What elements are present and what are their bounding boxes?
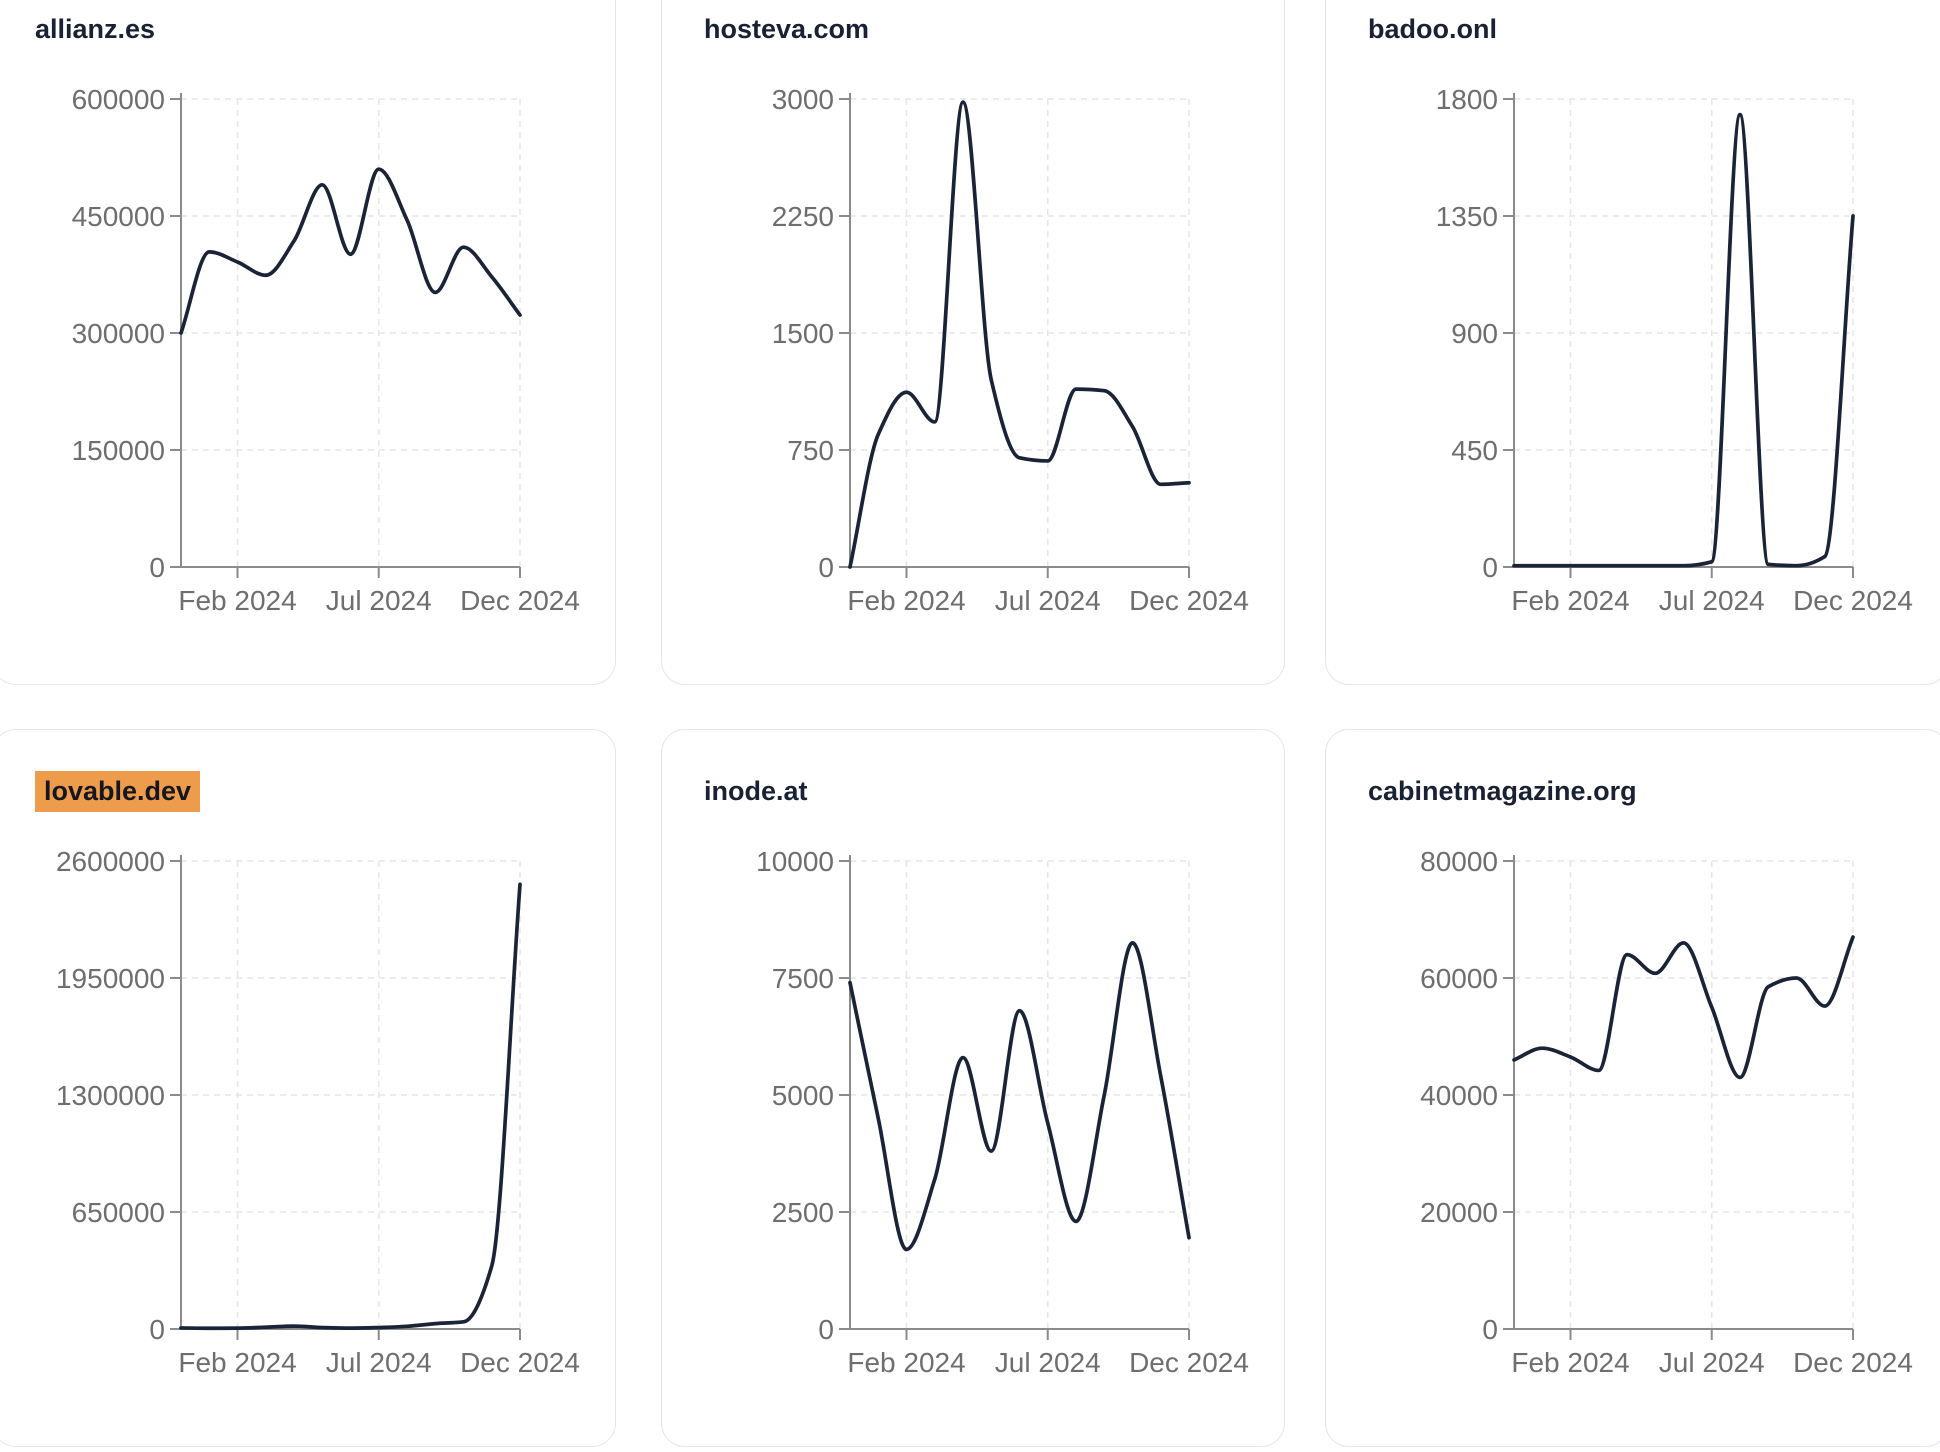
domain-title-text: hosteva.com xyxy=(704,14,870,44)
y-tick-label: 0 xyxy=(149,1314,165,1345)
x-tick-label: Jul 2024 xyxy=(995,585,1101,616)
y-tick-label: 0 xyxy=(149,552,165,583)
y-tick-label: 1500 xyxy=(772,318,834,349)
domain-card-badoo-onl[interactable]: badoo.onl 0 450 900 1350 1800 Feb 2024 Jul 202… xyxy=(1325,0,1940,685)
x-tick-label: Feb 2024 xyxy=(1511,585,1629,616)
x-tick-label: Jul 2024 xyxy=(1659,1347,1765,1378)
series-line xyxy=(848,941,1191,1252)
traffic-chart: 0 20000 40000 60000 80000 Feb 2024 Jul 2024 Dec… xyxy=(1420,846,1913,1378)
series-line xyxy=(179,882,522,1331)
traffic-chart: 0 150000 300000 450000 600000 Feb 2024 Jul 202… xyxy=(72,84,580,616)
y-tick-label: 40000 xyxy=(1420,1080,1498,1111)
y-tick-label: 3000 xyxy=(772,84,834,115)
y-tick-label: 0 xyxy=(1482,1314,1498,1345)
y-tick-label: 650000 xyxy=(72,1197,165,1228)
x-tick-label: Jul 2024 xyxy=(995,1347,1101,1378)
domain-title-text: cabinetmagazine.org xyxy=(1368,776,1637,806)
x-tick-label: Dec 2024 xyxy=(1793,1347,1913,1378)
domain-card-inode-at[interactable]: inode.at 0 2500 5000 7500 10000 Feb 2024 Jul 2… xyxy=(661,729,1285,1447)
x-tick-label: Dec 2024 xyxy=(1793,585,1913,616)
domain-title: badoo.onl xyxy=(1368,13,1497,45)
y-tick-label: 150000 xyxy=(72,435,165,466)
y-tick-label: 1800 xyxy=(1436,84,1498,115)
x-tick-label: Dec 2024 xyxy=(460,585,580,616)
y-tick-label: 0 xyxy=(818,1314,834,1345)
y-tick-label: 450 xyxy=(1451,435,1498,466)
x-tick-label: Dec 2024 xyxy=(460,1347,580,1378)
x-tick-label: Jul 2024 xyxy=(326,585,432,616)
y-tick-label: 1300000 xyxy=(56,1080,165,1111)
y-tick-label: 0 xyxy=(1482,552,1498,583)
y-tick-label: 900 xyxy=(1451,318,1498,349)
traffic-chart: 0 450 900 1350 1800 Feb 2024 Jul 2024 Dec 2024 xyxy=(1436,84,1913,616)
x-tick-label: Jul 2024 xyxy=(1659,585,1765,616)
y-tick-label: 600000 xyxy=(72,84,165,115)
y-tick-label: 20000 xyxy=(1420,1197,1498,1228)
x-tick-label: Feb 2024 xyxy=(847,585,965,616)
x-tick-label: Dec 2024 xyxy=(1129,585,1249,616)
x-tick-label: Dec 2024 xyxy=(1129,1347,1249,1378)
x-tick-label: Feb 2024 xyxy=(178,1347,296,1378)
y-tick-label: 0 xyxy=(818,552,834,583)
series-line xyxy=(1512,935,1855,1080)
y-tick-label: 450000 xyxy=(72,201,165,232)
y-tick-label: 750 xyxy=(787,435,834,466)
domain-card-cabinetmagazine-org[interactable]: cabinetmagazine.org 0 20000 40000 60000 8000… xyxy=(1325,729,1940,1447)
x-tick-label: Feb 2024 xyxy=(1511,1347,1629,1378)
y-tick-label: 80000 xyxy=(1420,846,1498,877)
y-tick-label: 2600000 xyxy=(56,846,165,877)
domain-title: allianz.es xyxy=(35,13,155,45)
y-tick-label: 2250 xyxy=(772,201,834,232)
domain-title: hosteva.com xyxy=(704,13,869,45)
x-tick-label: Feb 2024 xyxy=(847,1347,965,1378)
traffic-chart: 0 750 1500 2250 3000 Feb 2024 Jul 2024 Dec 2024 xyxy=(772,84,1249,616)
domain-title: inode.at xyxy=(704,775,808,807)
y-tick-label: 300000 xyxy=(72,318,165,349)
y-tick-label: 1950000 xyxy=(56,963,165,994)
y-tick-label: 1350 xyxy=(1436,201,1498,232)
domain-title-text: lovable.dev xyxy=(35,771,201,812)
domain-title-text: allianz.es xyxy=(35,14,156,44)
x-tick-label: Feb 2024 xyxy=(178,585,296,616)
series-line xyxy=(179,167,522,335)
y-tick-label: 60000 xyxy=(1420,963,1498,994)
domain-card-lovable-dev[interactable]: lovable.dev 0 650000 1300000 1950000 2600000… xyxy=(0,729,616,1447)
traffic-chart: 0 650000 1300000 1950000 2600000 Feb 2024 Jul … xyxy=(56,846,580,1378)
domain-card-hosteva-com[interactable]: hosteva.com 0 750 1500 2250 3000 Feb 2024 Jul … xyxy=(661,0,1285,685)
traffic-chart: 0 2500 5000 7500 10000 Feb 2024 Jul 2024 Dec 20… xyxy=(756,846,1249,1378)
y-tick-label: 7500 xyxy=(772,963,834,994)
domain-title-text: badoo.onl xyxy=(1368,14,1497,44)
series-line xyxy=(848,100,1191,569)
y-tick-label: 2500 xyxy=(772,1197,834,1228)
domain-card-allianz-es[interactable]: allianz.es 0 150000 300000 450000 600000 Feb … xyxy=(0,0,616,685)
domain-title: cabinetmagazine.org xyxy=(1368,775,1637,807)
y-tick-label: 5000 xyxy=(772,1080,834,1111)
x-tick-label: Jul 2024 xyxy=(326,1347,432,1378)
domain-title-text: inode.at xyxy=(704,776,808,806)
domain-title: lovable.dev xyxy=(35,771,201,812)
y-tick-label: 10000 xyxy=(756,846,834,877)
series-line xyxy=(1512,112,1855,568)
